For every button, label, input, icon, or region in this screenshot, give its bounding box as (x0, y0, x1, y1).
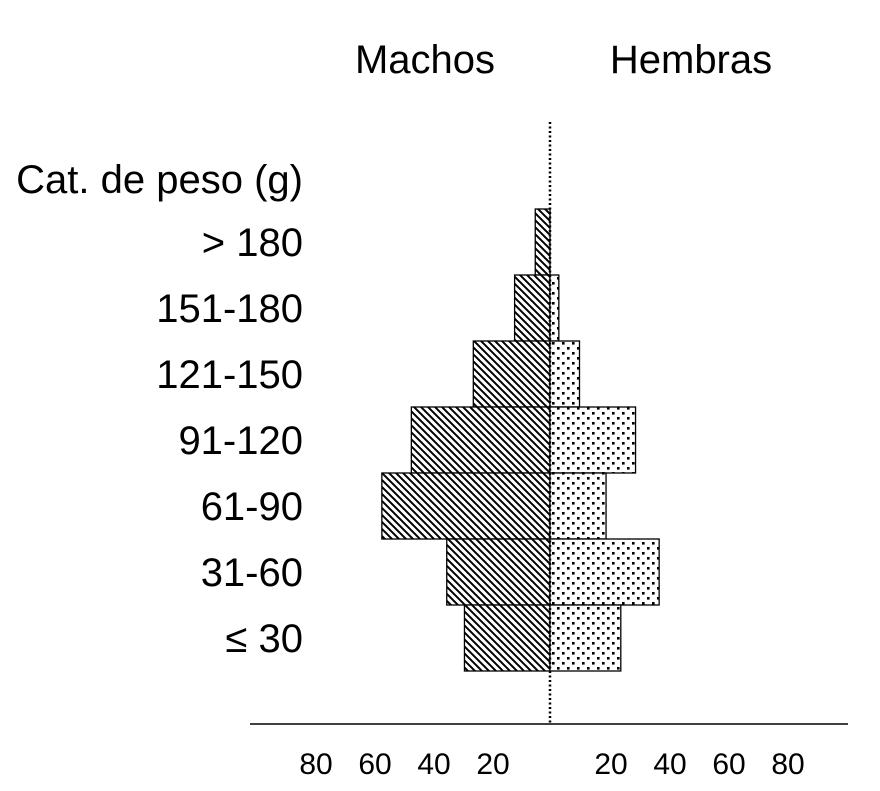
category-label-5: 31-60 (201, 551, 303, 595)
bar-hembras-1 (549, 274, 560, 342)
x-axis-ticks: 80 60 40 20 20 40 60 80 (299, 748, 804, 781)
category-label-2: 121-150 (156, 353, 303, 397)
bar-hembras-4 (549, 472, 607, 540)
x-tick-right-1: 40 (653, 748, 686, 781)
x-tick-right-2: 60 (712, 748, 745, 781)
x-tick-right-3: 80 (771, 748, 804, 781)
x-tick-right-0: 20 (594, 748, 627, 781)
bar-machos-2 (472, 340, 551, 408)
category-label-0: > 180 (202, 221, 303, 265)
category-label-6: ≤ 30 (225, 617, 303, 661)
left-group-label: Machos (355, 38, 495, 82)
category-label-4: 61-90 (201, 485, 303, 529)
bar-hembras-2 (549, 340, 581, 408)
x-tick-left-1: 60 (358, 748, 391, 781)
bar-machos-0 (534, 208, 551, 276)
category-label-3: 91-120 (178, 419, 303, 463)
bar-machos-3 (410, 406, 551, 474)
category-labels: > 180 151-180 121-150 91-120 61-90 31-60 ≤ 30 (156, 221, 303, 661)
bar-hembras-5 (549, 538, 660, 606)
bar-machos-4 (381, 472, 551, 540)
bar-hembras-6 (549, 604, 622, 672)
y-axis-label: Cat. de peso (g) (16, 158, 303, 202)
bars-layer (381, 208, 660, 672)
bar-machos-6 (463, 604, 551, 672)
right-group-label: Hembras (610, 38, 772, 82)
bar-hembras-3 (549, 406, 637, 474)
x-tick-left-3: 20 (476, 748, 509, 781)
bar-machos-5 (446, 538, 551, 606)
x-tick-left-0: 80 (299, 748, 332, 781)
bar-machos-1 (513, 274, 551, 342)
category-label-1: 151-180 (156, 287, 303, 331)
x-tick-left-2: 40 (417, 748, 450, 781)
